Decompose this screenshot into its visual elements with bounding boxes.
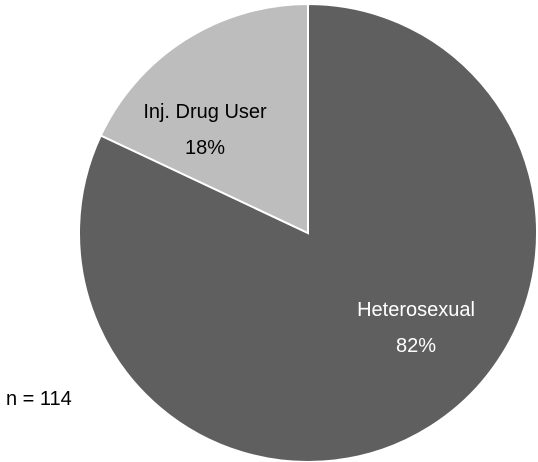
- pie-slices: [78, 2, 538, 462]
- pie-slice-heterosexual: [78, 2, 538, 462]
- sample-size-annotation: n = 114: [6, 388, 72, 410]
- slice-value-heterosexual: 82%: [396, 335, 436, 357]
- slice-label-heterosexual: Heterosexual: [357, 299, 475, 321]
- pie-labels: Heterosexual 82% Inj. Drug User 18%: [143, 101, 475, 357]
- slice-label-inj-drug-user: Inj. Drug User: [143, 101, 267, 123]
- slice-value-inj-drug-user: 18%: [185, 137, 225, 159]
- pie-slice-inj-drug-user: [99, 2, 309, 235]
